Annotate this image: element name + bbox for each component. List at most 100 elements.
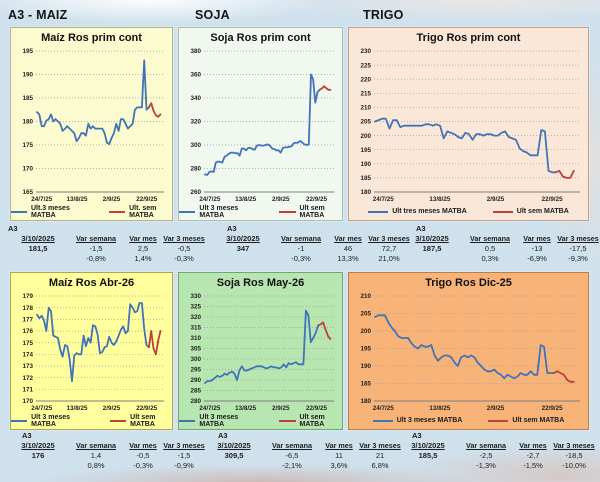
summary-table-maiz-abr26: A3 3/10/2025 Var semana Var mes Var 3 me… [8, 431, 206, 471]
y-tick-label: 165 [22, 189, 33, 196]
section-header-trigo: TRIGO [363, 8, 404, 22]
col-header: Var mes [129, 234, 157, 243]
pct-month: -6,9% [527, 254, 547, 263]
chart-panel-trigo-dic25[interactable]: Trigo Ros Dic-25 180 185 190 195 200 205 210 24… [348, 272, 589, 430]
legend-item: Ult sem MATBA [279, 414, 342, 428]
y-tick-label: 260 [190, 189, 201, 196]
chart-legend: Ult 3 meses MATBA Ult sem MATBA [11, 412, 172, 429]
col-header: Var 3 meses [359, 441, 401, 450]
delta-3months: -0,5 [177, 244, 191, 253]
col-header: Var 3 meses [163, 234, 205, 243]
delta-month: -13 [531, 244, 543, 253]
y-tick-label: 205 [360, 311, 371, 318]
pct-month: -1,5% [523, 461, 543, 470]
chart-panel-maiz-prim-cont[interactable]: Maíz Ros prim cont 165 170 175 180 185 190 195… [10, 27, 173, 221]
series-line-3months [204, 309, 320, 384]
x-tick-label: 13/8/25 [66, 405, 88, 412]
x-tick-label: 22/9/25 [306, 405, 328, 412]
table-date: 3/10/2025 [217, 441, 251, 450]
pct-week: -1,3% [476, 461, 496, 470]
legend-label: Ult.3 meses MATBA [30, 204, 70, 219]
legend-item: Ult tres meses MATBA [368, 208, 467, 215]
legend-label: Ult 3 meses MATBA [396, 417, 463, 424]
legend-label: Ult sem MATBA [299, 413, 325, 428]
col-header: Var semana [272, 441, 312, 450]
chart-title: Maíz Ros prim cont [41, 32, 142, 44]
y-tick-label: 185 [360, 381, 371, 388]
table-date: 3/10/2025 [411, 441, 445, 450]
y-tick-label: 300 [190, 356, 201, 363]
series-line-lastweek [318, 85, 332, 91]
pct-week: -2,1% [282, 461, 302, 470]
legend-item: Ult sem MATBA [279, 205, 342, 219]
y-tick-label: 195 [360, 147, 371, 154]
y-tick-label: 340 [190, 95, 201, 102]
y-tick-label: 178 [22, 305, 33, 312]
x-tick-label: 24/7/25 [31, 196, 53, 203]
legend-line-sample [492, 210, 513, 213]
series-line-3months [36, 302, 150, 383]
y-tick-label: 280 [190, 398, 201, 405]
chart-plot-area: 280 285 290 295 300 305 310 315 320 325 330 24/7/25… [179, 292, 342, 412]
series-line-3months [204, 73, 321, 176]
chart-canvas: 180 185 190 195 200 205 210 24/7/25 13/8/25 2/9/2… [360, 293, 580, 412]
y-tick-label: 325 [190, 304, 201, 311]
y-tick-label: 330 [190, 293, 201, 300]
chart-canvas: 260 280 300 320 340 360 380 24/7/25 13/8/25 2/9/2… [190, 48, 334, 203]
chart-title: Soja Ros May-26 [216, 277, 305, 289]
legend-item: Ult sem MATBA [492, 208, 569, 215]
chart-panel-maiz-abr26[interactable]: Maíz Ros Abr-26 170 171 172 173 174 175 176 177… [10, 272, 173, 430]
y-tick-label: 195 [22, 48, 33, 55]
pct-3months: -10,0% [562, 461, 586, 470]
col-header: Var mes [523, 234, 551, 243]
legend-line-sample [179, 210, 196, 213]
current-value: 347 [236, 244, 250, 253]
y-tick-label: 200 [360, 328, 371, 335]
delta-3months: -17,5 [569, 244, 587, 253]
series-line-3months [36, 59, 150, 145]
legend-line-sample [279, 210, 296, 213]
chart-canvas: 170 171 172 173 174 175 176 177 178 179 24/7/25 13/… [22, 293, 164, 412]
chart-panel-soja-prim-cont[interactable]: Soja Ros prim cont 260 280 300 320 340 360 380… [178, 27, 343, 221]
x-tick-label: 2/9/25 [103, 196, 121, 203]
delta-month: 46 [343, 244, 353, 253]
summary-table-maiz-prim: A3 3/10/2025 Var semana Var mes Var 3 me… [8, 224, 206, 264]
legend-line-sample [179, 419, 196, 422]
legend-label: Ult tres meses MATBA [392, 208, 467, 215]
table-date: 3/10/2025 [21, 441, 55, 450]
col-header: Var 3 meses [163, 441, 205, 450]
y-tick-label: 200 [360, 133, 371, 140]
y-tick-label: 215 [360, 91, 371, 98]
chart-plot-area: 170 171 172 173 174 175 176 177 178 179 24/7/25 13/… [11, 292, 172, 412]
legend-label: Ult sem MATBA [516, 208, 569, 215]
series-line-lastweek [147, 102, 162, 118]
col-header: Var semana [281, 234, 321, 243]
y-tick-label: 190 [360, 363, 371, 370]
delta-week: -1 [297, 244, 305, 253]
chart-legend: Ult.3 meses MATBA Ult. sem MATBA [11, 203, 172, 220]
y-tick-label: 190 [22, 72, 33, 79]
current-value: 181,5 [28, 244, 48, 253]
y-tick-label: 175 [22, 142, 33, 149]
y-tick-label: 180 [22, 119, 33, 126]
table-label: A3 [412, 431, 422, 440]
x-tick-label: 2/9/25 [103, 405, 121, 412]
summary-table-trigo-prim: A3 3/10/2025 Var semana Var mes Var 3 me… [402, 224, 600, 264]
legend-item: Ult 3 meses MATBA [11, 414, 84, 428]
y-tick-label: 170 [22, 398, 33, 405]
y-tick-label: 180 [360, 398, 371, 405]
chart-plot-area: 165 170 175 180 185 190 195 24/7/25 13/8/25 2/9/2… [11, 47, 172, 203]
chart-panel-soja-may26[interactable]: Soja Ros May-26 280 285 290 295 300 305 310 315… [178, 272, 343, 430]
x-tick-label: 24/7/25 [31, 405, 53, 412]
y-tick-label: 380 [190, 48, 201, 55]
pct-week: -0,3% [291, 254, 311, 263]
chart-panel-trigo-prim-cont[interactable]: Trigo Ros prim cont 180 185 190 195 200 205 21… [348, 27, 589, 221]
summary-table-soja-prim: A3 3/10/2025 Var semana Var mes Var 3 me… [213, 224, 411, 264]
legend-line-sample [11, 210, 27, 213]
x-tick-label: 13/8/25 [235, 405, 257, 412]
x-tick-label: 24/7/25 [373, 196, 395, 203]
y-tick-label: 195 [360, 346, 371, 353]
y-tick-label: 285 [190, 388, 201, 395]
series-line-3months [374, 117, 557, 174]
